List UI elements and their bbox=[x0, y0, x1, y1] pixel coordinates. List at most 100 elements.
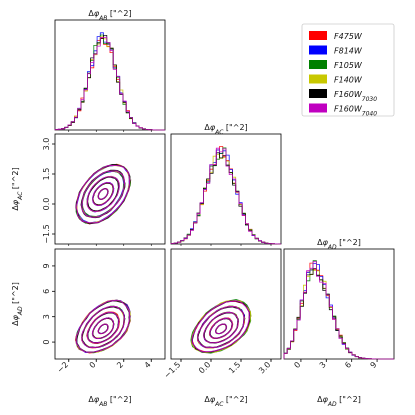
contour-f475w bbox=[92, 317, 115, 339]
panel-frame bbox=[170, 248, 282, 360]
x-tick-label: −2 bbox=[55, 360, 70, 375]
x-tick-label: 1.5 bbox=[227, 360, 242, 375]
contour-f814w bbox=[209, 317, 233, 339]
y-axis-ac: −1.5 0.0 1.5 3.0 ΔφAC ["^2] bbox=[11, 138, 55, 244]
y-tick-label: 6 bbox=[42, 289, 51, 294]
x-axis-ab: −2 0 2 4 ΔφAB ["^2] bbox=[55, 359, 153, 408]
panel-title: ΔφAB ["^2] bbox=[88, 9, 131, 22]
contour-f160w-7040 bbox=[81, 305, 126, 349]
histogram-f475w bbox=[54, 37, 165, 131]
contour-f140w bbox=[92, 182, 114, 206]
contour-f160w-7030 bbox=[209, 318, 233, 339]
contour-panel-ad-ab bbox=[54, 248, 166, 360]
y-tick-label: 9 bbox=[42, 263, 51, 268]
contour-f160w-7040 bbox=[91, 317, 115, 340]
hist-panel-ac: ΔφAC ["^2] bbox=[170, 123, 282, 245]
panel-frame bbox=[54, 19, 166, 131]
y-axis-ad: 0 3 6 9 ΔφAD ["^2] bbox=[11, 263, 55, 345]
contour-f105w bbox=[92, 182, 114, 206]
contour-f160w-7040 bbox=[75, 299, 131, 353]
contour-f160w-7040 bbox=[86, 311, 120, 344]
panel-title: ΔφAD ["^2] bbox=[317, 238, 361, 251]
hist-panel-ab: ΔφAB ["^2] bbox=[54, 9, 166, 131]
panel-frame bbox=[170, 133, 282, 245]
contour-panel-ad-ac bbox=[170, 248, 282, 360]
y-tick-label: 0.0 bbox=[42, 198, 51, 211]
contour-f475w bbox=[92, 182, 114, 206]
contour-panel-ac-ab bbox=[54, 133, 166, 245]
x-tick-label: −1.5 bbox=[162, 360, 182, 380]
histogram-f160w-7040 bbox=[283, 261, 394, 360]
contour-f160w-7040 bbox=[86, 176, 120, 213]
contour-f160w-7040 bbox=[92, 181, 115, 207]
contour-f160w-7030 bbox=[97, 323, 109, 335]
legend-label: F105W bbox=[334, 61, 363, 70]
contour-f160w-7030 bbox=[97, 188, 109, 200]
contour-f160w-7030 bbox=[92, 182, 114, 206]
contour-f475w bbox=[97, 188, 109, 200]
contour-f160w-7040 bbox=[197, 305, 246, 349]
x-axis-ac: −1.5 0.0 1.5 3.0 ΔφAC ["^2] bbox=[162, 359, 272, 408]
panel-title: ΔφAC ["^2] bbox=[204, 123, 247, 136]
panel-frame bbox=[54, 133, 166, 245]
x-tick-label: 6 bbox=[343, 360, 353, 370]
contour-f160w-7040 bbox=[209, 317, 233, 339]
contour-f140w bbox=[215, 323, 227, 335]
histogram-f160w-7040 bbox=[54, 36, 165, 131]
x-tick-label: 3.0 bbox=[257, 360, 272, 375]
histogram-f140w bbox=[170, 154, 281, 245]
hist-panel-ad: ΔφAD ["^2] bbox=[283, 238, 395, 360]
legend-label: F814W bbox=[334, 47, 363, 56]
y-tick-label: 3 bbox=[42, 314, 51, 319]
x-tick-label: 0 bbox=[88, 360, 98, 370]
contour-f160w-7040 bbox=[97, 323, 109, 335]
legend-swatch-f475w bbox=[309, 31, 327, 40]
legend: F475W F814W F105W F140W F160W7030 F160W7040 bbox=[301, 23, 395, 118]
contour-f160w-7040 bbox=[191, 300, 251, 353]
histogram-f160w-7040 bbox=[170, 147, 281, 245]
x-axis-label: ΔφAC ["^2] bbox=[204, 395, 247, 408]
panel-frame bbox=[283, 248, 395, 360]
contour-f160w-7030 bbox=[215, 323, 227, 335]
contour-f140w bbox=[92, 317, 115, 339]
x-tick-label: 0.0 bbox=[197, 360, 212, 375]
x-tick-label: 4 bbox=[143, 360, 153, 370]
legend-label: F160W7040 bbox=[334, 105, 377, 118]
legend-swatch-f105w bbox=[309, 60, 327, 69]
y-tick-label: −1.5 bbox=[42, 224, 51, 243]
x-tick-label: 2 bbox=[115, 360, 125, 370]
y-tick-label: 0 bbox=[42, 340, 51, 345]
x-axis-ad: 0 3 6 9 ΔφAD ["^2] bbox=[292, 359, 378, 408]
contour-f160w-7040 bbox=[81, 170, 126, 218]
legend-swatch-f160w-7040 bbox=[309, 103, 327, 113]
contour-f105w bbox=[209, 317, 233, 339]
contour-f140w bbox=[209, 317, 233, 339]
contour-f160w-7040 bbox=[215, 323, 227, 335]
contour-f814w bbox=[92, 317, 115, 340]
x-axis-label: ΔφAD ["^2] bbox=[317, 395, 361, 408]
contour-f105w bbox=[97, 323, 109, 335]
y-axis-label: ΔφAD ["^2] bbox=[11, 282, 24, 326]
contour-f475w bbox=[208, 317, 234, 339]
legend-swatch-f160w-7030 bbox=[309, 89, 327, 98]
x-tick-label: 3 bbox=[318, 360, 328, 370]
contour-f140w bbox=[97, 188, 109, 200]
x-axis-label: ΔφAB ["^2] bbox=[88, 395, 131, 408]
legend-swatch-f814w bbox=[309, 45, 327, 55]
contour-f105w bbox=[91, 317, 115, 340]
contour-f160w-7040 bbox=[75, 164, 131, 224]
legend-label: F140W bbox=[334, 76, 363, 85]
x-tick-label: 0 bbox=[292, 360, 302, 370]
panel-frame bbox=[54, 248, 166, 360]
contour-f160w-7040 bbox=[203, 311, 239, 344]
contour-f475w bbox=[215, 323, 228, 335]
contour-f160w-7040 bbox=[97, 188, 109, 200]
y-tick-label: 3.0 bbox=[42, 138, 51, 151]
legend-swatch-f140w bbox=[309, 74, 327, 84]
y-tick-label: 1.5 bbox=[42, 168, 51, 181]
legend-label: F475W bbox=[334, 32, 363, 41]
contour-f160w-7030 bbox=[80, 169, 126, 219]
legend-label: F160W7030 bbox=[334, 90, 377, 103]
y-axis-label: ΔφAC ["^2] bbox=[11, 167, 24, 210]
